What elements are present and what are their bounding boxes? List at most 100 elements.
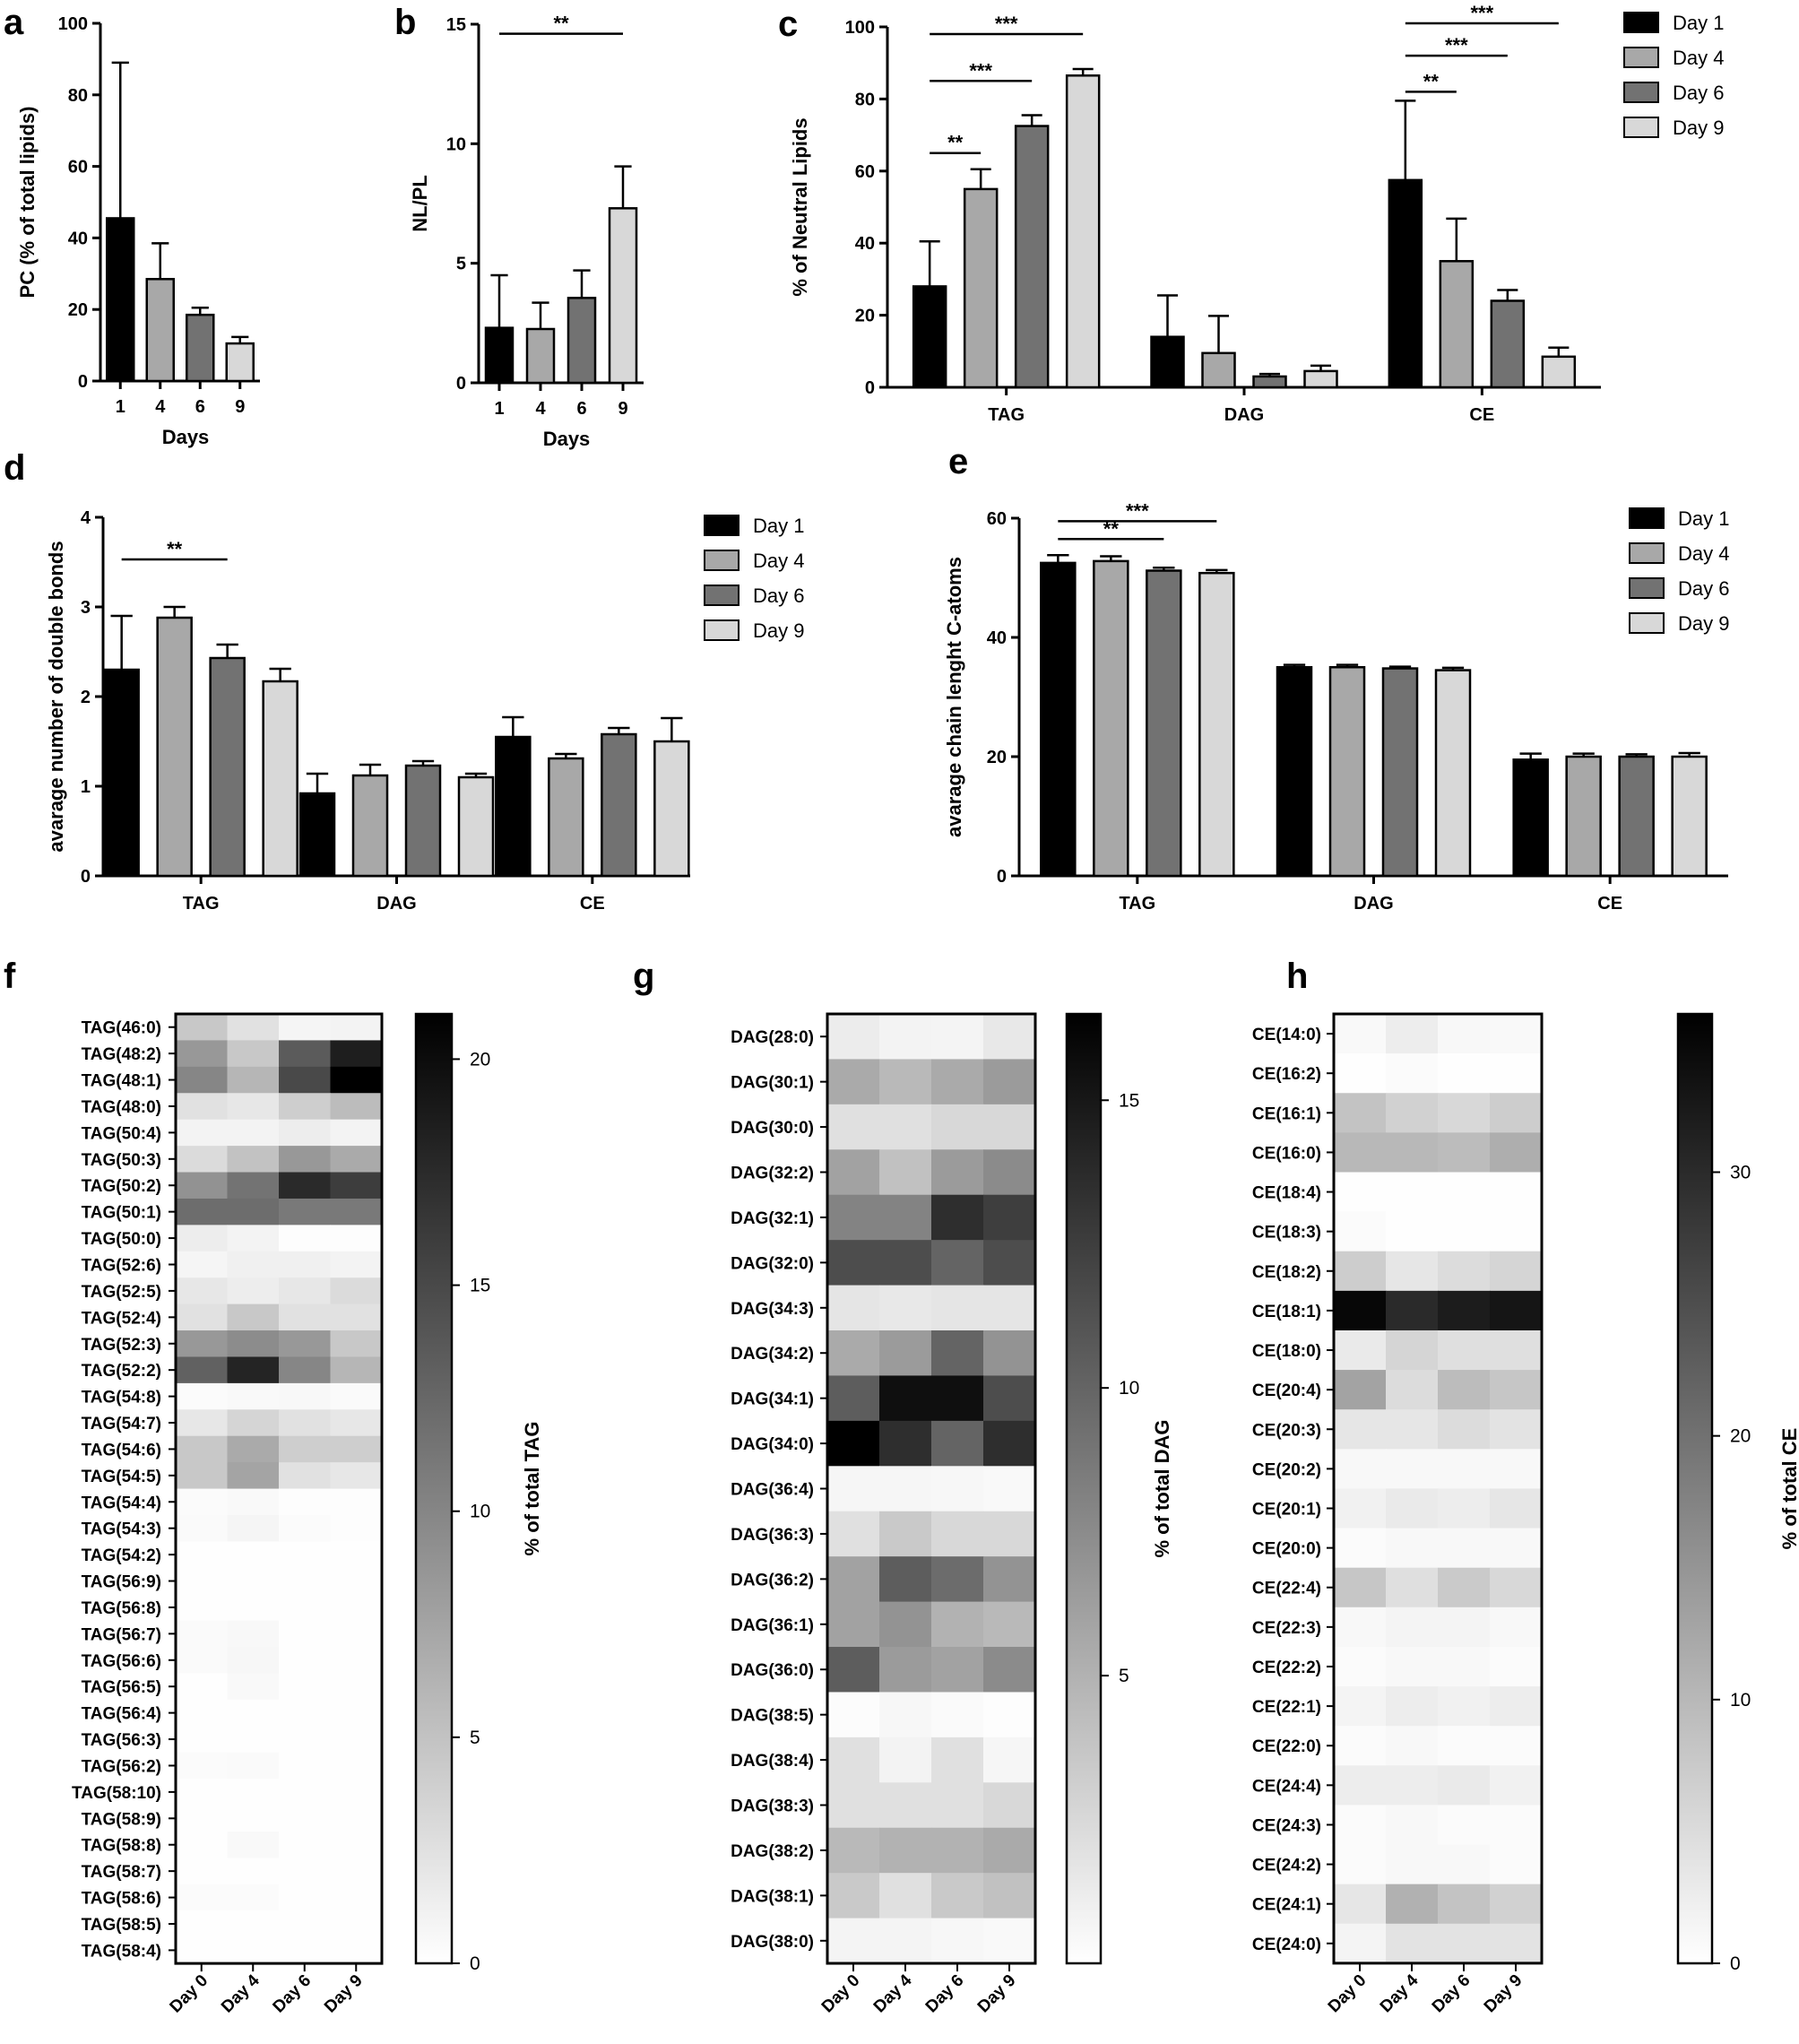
heatmap-cell bbox=[279, 1066, 332, 1094]
bar bbox=[1146, 569, 1182, 878]
heatmap-cell bbox=[330, 1910, 383, 1938]
x-tick-label: CE bbox=[1469, 405, 1494, 425]
row-label: TAG(58:10) bbox=[72, 1784, 161, 1803]
heatmap-cell bbox=[279, 1303, 332, 1331]
heatmap-cell bbox=[1334, 1053, 1387, 1094]
colorbar-tick-label: 20 bbox=[470, 1049, 490, 1070]
heatmap-cell bbox=[279, 1752, 332, 1780]
row-label: DAG(30:1) bbox=[731, 1074, 814, 1093]
heatmap-cell bbox=[330, 1014, 383, 1042]
column-label: Day 0 bbox=[818, 1971, 864, 2017]
colorbar-tick-label: 15 bbox=[1119, 1090, 1139, 1111]
row-label: TAG(54:4) bbox=[82, 1494, 161, 1512]
heatmap-cell bbox=[1386, 1290, 1439, 1331]
row-label: TAG(52:3) bbox=[82, 1336, 161, 1355]
heatmap-cell bbox=[1490, 1211, 1543, 1252]
bar bbox=[495, 735, 532, 878]
colorbar-tick-label: 0 bbox=[1730, 1953, 1741, 1974]
heatmap-cell bbox=[1438, 1449, 1491, 1490]
column-label: Day 4 bbox=[870, 1970, 916, 2016]
heatmap-cell bbox=[1438, 1646, 1491, 1687]
row-label: CE(22:0) bbox=[1252, 1737, 1321, 1756]
heatmap-cell bbox=[176, 1726, 229, 1754]
heatmap-cell bbox=[931, 1375, 984, 1422]
row-label: TAG(56:2) bbox=[82, 1757, 161, 1776]
heatmap-cell bbox=[279, 1409, 332, 1437]
heatmap-cell bbox=[227, 1066, 280, 1094]
row-label: CE(22:1) bbox=[1252, 1698, 1321, 1717]
heatmap-cell bbox=[330, 1647, 383, 1675]
heatmap-cell bbox=[1334, 1132, 1387, 1174]
legend-swatch bbox=[1629, 612, 1665, 634]
heatmap-cell bbox=[176, 1884, 229, 1911]
legend-label: Day 1 bbox=[1678, 507, 1729, 530]
row-label: CE(20:1) bbox=[1252, 1501, 1321, 1520]
colorbar-tick-label: 5 bbox=[470, 1728, 480, 1748]
heatmap-cell bbox=[879, 1285, 932, 1331]
heatmap-cell bbox=[1438, 1329, 1491, 1371]
heatmap-cell bbox=[1386, 1686, 1439, 1727]
row-label: TAG(56:6) bbox=[82, 1652, 161, 1671]
heatmap-cell bbox=[330, 1620, 383, 1648]
heatmap-cell bbox=[879, 1104, 932, 1150]
heatmap-cell bbox=[176, 1832, 229, 1859]
heatmap-cell bbox=[827, 1466, 880, 1512]
heatmap-cell bbox=[176, 1066, 229, 1094]
bar bbox=[1512, 758, 1549, 878]
row-label: DAG(34:1) bbox=[731, 1390, 814, 1409]
heatmap-cell bbox=[227, 1647, 280, 1675]
row-label: CE(22:3) bbox=[1252, 1619, 1321, 1638]
heatmap-cell bbox=[227, 1699, 280, 1727]
heatmap-cell bbox=[330, 1435, 383, 1463]
bar-chart-c: 0 20 40 60 80 100 % of Neutral Lipids TAG DAG CE *… bbox=[789, 2, 1724, 425]
heatmap-cell bbox=[330, 1198, 383, 1226]
legend-swatch bbox=[704, 619, 739, 641]
bar bbox=[262, 680, 298, 878]
heatmap-cell bbox=[931, 1737, 984, 1783]
row-label: DAG(38:5) bbox=[731, 1707, 814, 1726]
legend-swatch bbox=[1623, 47, 1659, 68]
heatmap-frame bbox=[174, 1012, 384, 1965]
heatmap-cell bbox=[176, 1146, 229, 1174]
heatmap-cell bbox=[1334, 1409, 1387, 1450]
heatmap-cell bbox=[1438, 1567, 1491, 1608]
y-tick-label: 1 bbox=[81, 777, 91, 797]
heatmap-cell bbox=[879, 1647, 932, 1693]
heatmap-cell bbox=[1386, 1607, 1439, 1648]
y-tick-label: 40 bbox=[987, 628, 1007, 648]
heatmap-cell bbox=[176, 1093, 229, 1121]
row-label: TAG(54:5) bbox=[82, 1468, 161, 1486]
row-label: CE(20:4) bbox=[1252, 1381, 1321, 1400]
heatmap-cell bbox=[1386, 1211, 1439, 1252]
panel-label-c: c bbox=[778, 4, 798, 44]
heatmap-cell bbox=[827, 1240, 880, 1286]
column-label: Day 6 bbox=[922, 1971, 968, 2017]
heatmap-cell bbox=[1438, 1765, 1491, 1806]
heatmap-cell bbox=[1438, 1251, 1491, 1292]
heatmap-cell bbox=[279, 1805, 332, 1832]
heatmap-cell bbox=[330, 1752, 383, 1780]
heatmap-cell bbox=[227, 1040, 280, 1068]
heatmap-cell bbox=[1386, 1805, 1439, 1846]
heatmap-cell bbox=[330, 1726, 383, 1754]
heatmap-cell bbox=[827, 1014, 880, 1061]
row-label: CE(24:3) bbox=[1252, 1816, 1321, 1835]
bar bbox=[298, 792, 336, 878]
heatmap-cell bbox=[1490, 1686, 1543, 1727]
heatmap-frame bbox=[1332, 1012, 1544, 1965]
heatmap-cell bbox=[827, 1420, 880, 1467]
heatmap-cell bbox=[931, 1149, 984, 1196]
y-tick-label: 5 bbox=[456, 255, 466, 274]
heatmap-cell bbox=[1334, 1567, 1387, 1608]
heatmap-cell bbox=[176, 1910, 229, 1938]
row-label: CE(24:2) bbox=[1252, 1857, 1321, 1875]
heatmap-cell bbox=[330, 1146, 383, 1174]
heatmap-cell bbox=[227, 1567, 280, 1595]
row-label: TAG(54:2) bbox=[82, 1546, 161, 1565]
heatmap-cell bbox=[1386, 1884, 1439, 1925]
heatmap-cell bbox=[1334, 1528, 1387, 1569]
row-label: TAG(56:8) bbox=[82, 1599, 161, 1618]
legend-label: Day 4 bbox=[1673, 47, 1724, 69]
heatmap-cell bbox=[1386, 1488, 1439, 1529]
bar bbox=[608, 207, 638, 385]
